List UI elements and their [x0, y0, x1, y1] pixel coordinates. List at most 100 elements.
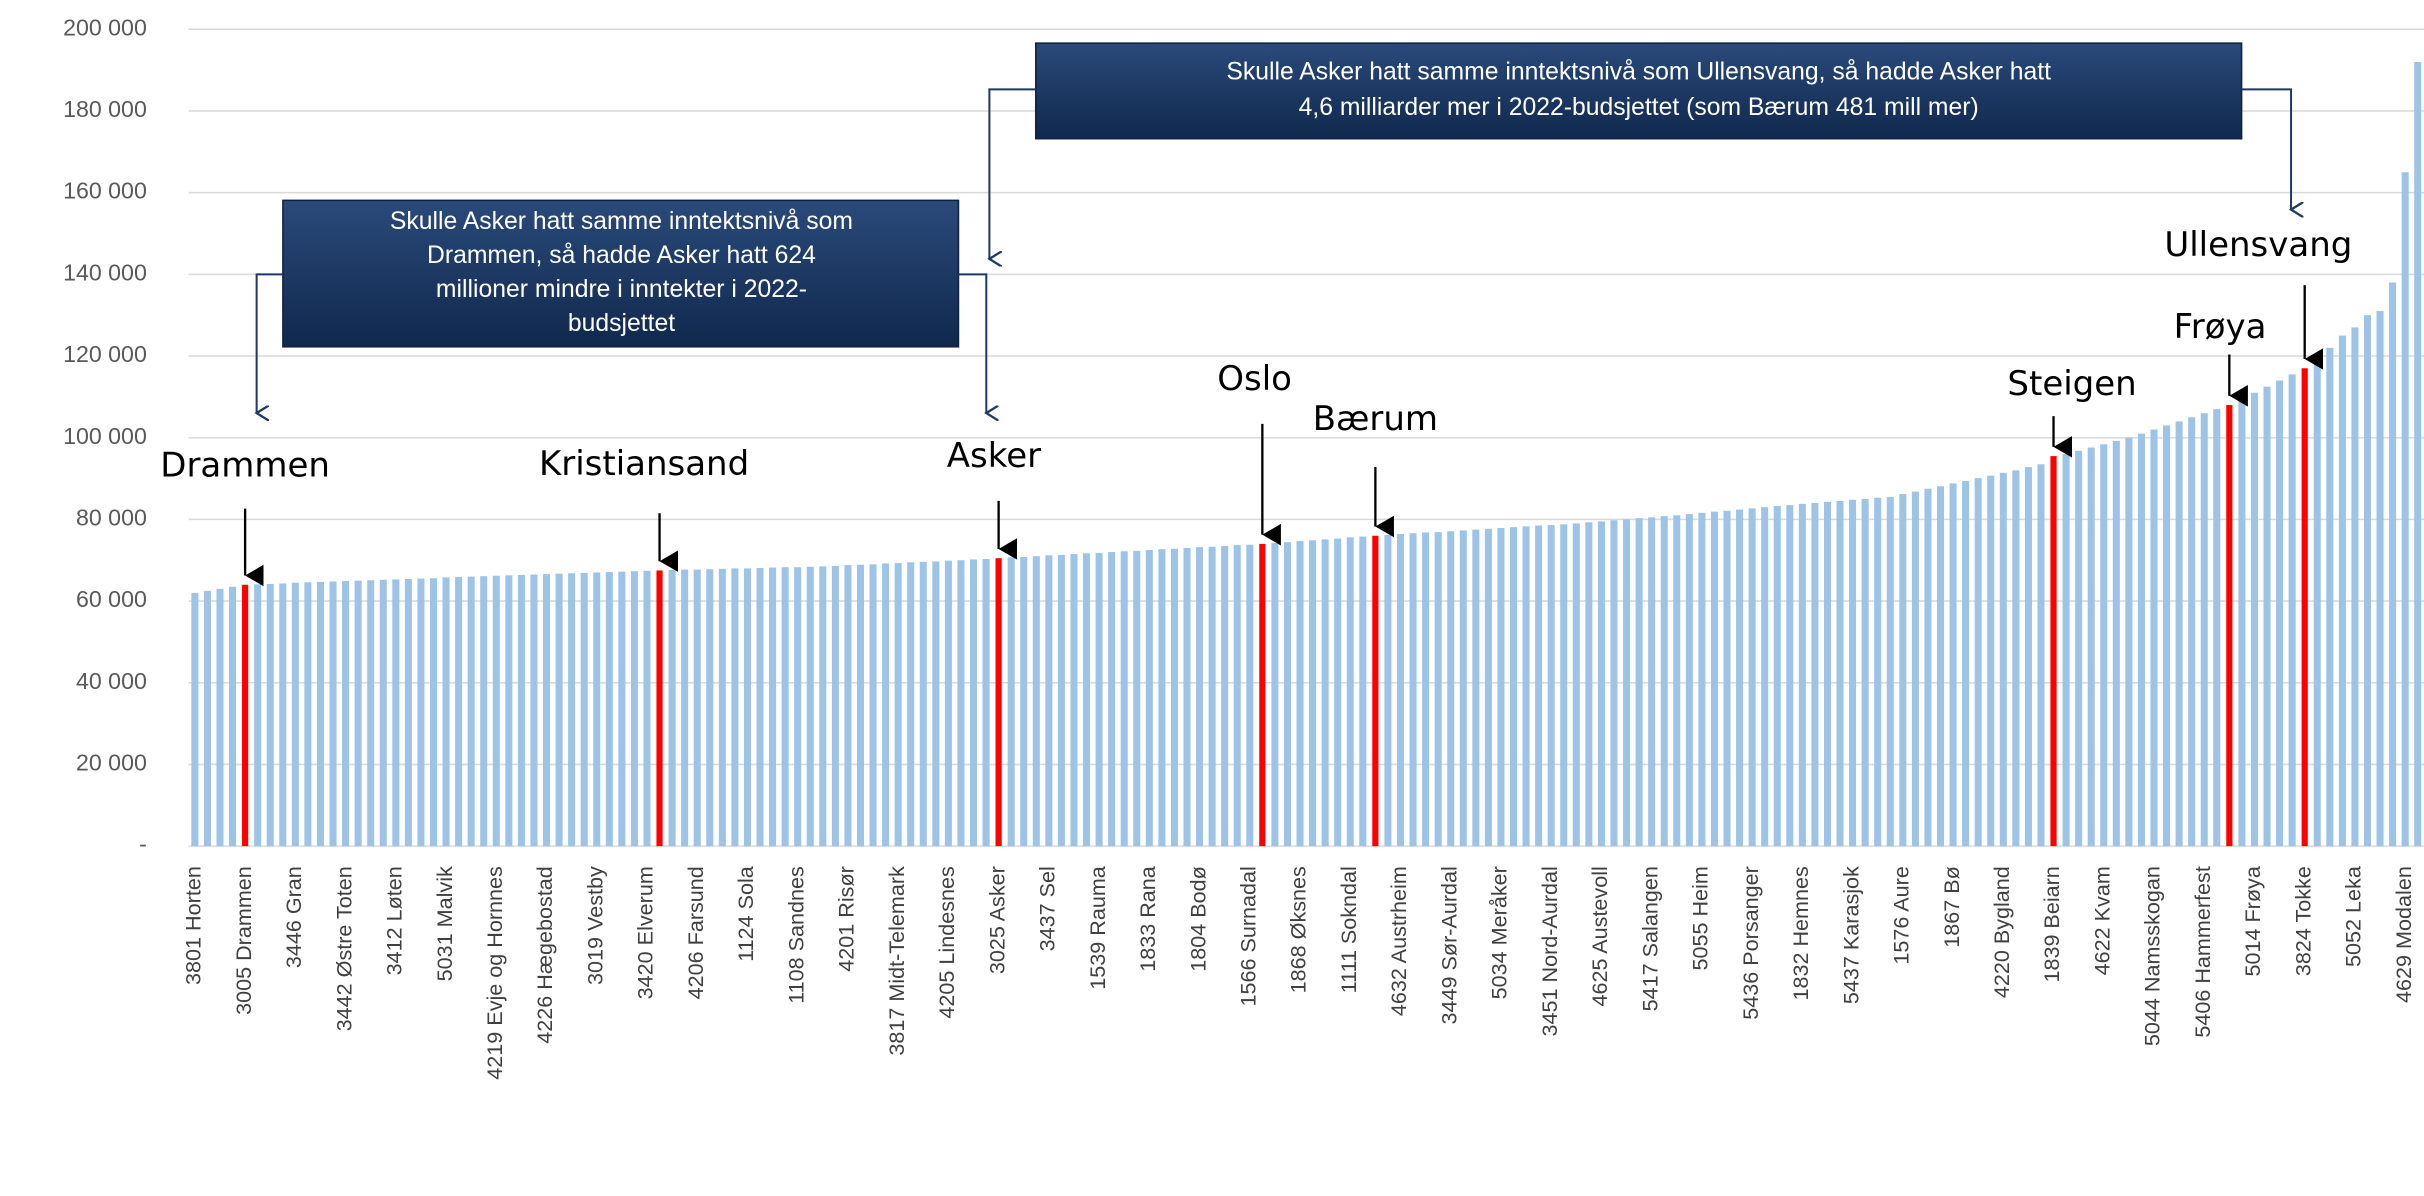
callout-connector [989, 88, 1036, 259]
bar [856, 564, 864, 847]
bar [266, 583, 274, 847]
callout-text: 4,6 milliarder mer i 2022-budsjettet (so… [1299, 94, 1979, 121]
bar [894, 563, 902, 847]
bar [1899, 494, 1907, 847]
x-tick-label: 4622 Kvam [2089, 866, 2114, 975]
bar [442, 577, 450, 847]
bar [2414, 61, 2422, 847]
bar [1346, 537, 1354, 847]
x-tick-label: 5052 Leka [2341, 865, 2366, 967]
annotation-label: Oslo [1217, 359, 1292, 399]
x-tick-label: 5034 Meråker [1487, 866, 1512, 999]
x-tick-label: 1867 Bø [1939, 866, 1964, 948]
x-tick-label: 3817 Midt-Telemark [884, 866, 909, 1056]
bar [455, 576, 463, 847]
callout-text: Drammen, så hadde Asker hatt 624 [427, 242, 816, 269]
y-tick-label: 80 000 [76, 505, 147, 531]
bar [1761, 507, 1769, 847]
bar [1170, 548, 1178, 847]
x-tick-label: 3824 Tokke [2290, 866, 2315, 976]
bar [1045, 555, 1053, 847]
bar [1597, 521, 1605, 847]
bar [1359, 536, 1367, 847]
bar [1836, 501, 1844, 847]
x-tick-label: 3019 Vestby [582, 866, 607, 985]
bar [1572, 523, 1580, 847]
bar [1547, 525, 1555, 847]
x-tick-label: 4219 Evje og Hornnes [482, 866, 507, 1080]
x-tick-label: 1804 Bodø [1185, 866, 1210, 972]
bar [969, 559, 978, 847]
y-tick-label: 60 000 [76, 586, 147, 612]
bar [1660, 516, 1668, 847]
bar [191, 592, 199, 847]
x-tick-label: 3801 Horten [181, 866, 206, 985]
bar [2163, 425, 2171, 847]
bar [1560, 524, 1568, 847]
bar [480, 576, 488, 847]
x-tick-label: 4632 Austrheim [1386, 866, 1411, 1016]
bar [718, 568, 726, 847]
bar [1434, 532, 1442, 847]
bar [555, 573, 563, 847]
y-tick-label: 20 000 [76, 750, 147, 776]
bar [844, 565, 852, 847]
bar [2112, 440, 2120, 847]
bar [1648, 517, 1656, 847]
callout-text: budsjettet [568, 310, 675, 337]
bar [1108, 552, 1116, 847]
x-tick-label: 4220 Bygland [1989, 866, 2014, 998]
bar [404, 579, 412, 847]
y-tick-label: - [139, 831, 147, 857]
annotation-label: Kristiansand [539, 444, 749, 484]
bar [1710, 511, 1718, 847]
bar [1773, 505, 1781, 847]
bar [392, 579, 400, 847]
bar [1962, 481, 1970, 847]
bar [216, 588, 224, 847]
x-tick-label: 1832 Hemnes [1788, 866, 1813, 1001]
bar [1635, 518, 1643, 847]
bar [1032, 556, 1040, 847]
bar [1999, 472, 2007, 847]
callout-box [282, 199, 960, 348]
bar [1309, 540, 1317, 847]
bar [1083, 553, 1091, 847]
bar [467, 576, 475, 847]
bar [907, 562, 915, 847]
bar [1673, 515, 1681, 847]
callout-connector [958, 273, 986, 413]
bar [1321, 539, 1329, 847]
bar [417, 578, 425, 847]
bar [1196, 547, 1204, 847]
bar [254, 584, 262, 847]
bar [492, 575, 500, 847]
bar [668, 570, 676, 847]
bar [1623, 519, 1631, 847]
x-tick-label: 1108 Sandnes [783, 866, 808, 1004]
bar [1861, 498, 1869, 847]
annotation-label: Drammen [160, 446, 330, 486]
x-tick-label: 4201 Risør [834, 866, 859, 972]
x-tick-label: 5437 Karasjok [1838, 866, 1863, 1004]
callout-connector [2241, 88, 2291, 209]
bar [605, 572, 613, 847]
bar [1070, 554, 1078, 847]
bar [367, 580, 375, 847]
bar [1949, 483, 1957, 847]
bar [2276, 380, 2284, 847]
bar [1384, 534, 1392, 847]
annotation-label: Steigen [2007, 364, 2136, 404]
bar [2326, 347, 2334, 847]
callout-text: Skulle Asker hatt samme inntektsnivå som… [1226, 59, 2051, 86]
bar [291, 582, 299, 847]
callout-text: millioner mindre i inntekter i 2022- [436, 276, 807, 303]
bar [781, 567, 789, 847]
x-tick-label: 5417 Salangen [1637, 866, 1662, 1011]
bar [1409, 533, 1417, 847]
bar [1698, 512, 1706, 847]
bar [806, 566, 814, 847]
bar [706, 569, 714, 847]
bar [1811, 503, 1819, 847]
bar [2037, 464, 2045, 847]
